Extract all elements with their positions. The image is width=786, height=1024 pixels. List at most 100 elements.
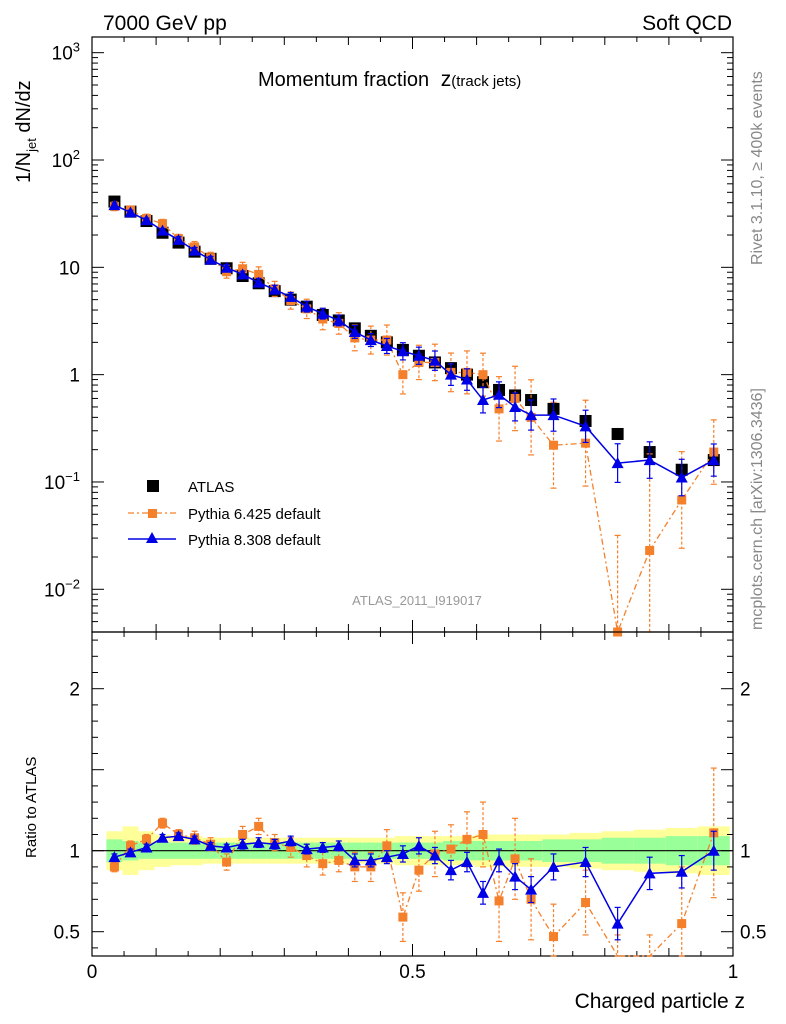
main-point-pythia8 — [220, 261, 233, 273]
ratio-point-pythia6 — [494, 896, 504, 906]
main-point-pythia8 — [547, 409, 560, 421]
main-point-pythia8 — [124, 206, 137, 218]
main-point-pythia8 — [611, 457, 624, 469]
ratio-point-pythia6 — [414, 865, 424, 875]
ratio-point-pythia6 — [141, 834, 151, 844]
ratio-point-pythia8 — [493, 854, 506, 866]
main-point-pythia8 — [525, 409, 538, 421]
main-point-pythia8 — [204, 253, 217, 265]
main-point-pythia6 — [645, 545, 655, 555]
ratio-point-pythia6 — [549, 932, 559, 942]
ratio-point-pythia6 — [581, 898, 591, 908]
ratio-y-tick-label-left: 1 — [69, 842, 80, 863]
ratio-point-pythia8 — [124, 846, 137, 858]
ratio-point-pythia8 — [252, 836, 265, 848]
main-point-pythia8 — [140, 214, 153, 226]
ratio-point-pythia8 — [156, 831, 169, 843]
ratio-point-pythia8 — [284, 834, 297, 846]
main-point-pythia8 — [332, 314, 345, 326]
main-y-tick-label: 1 — [69, 366, 80, 387]
ratio-y-tick-label-left: 2 — [69, 680, 80, 701]
ratio-point-pythia8 — [428, 849, 441, 861]
ratio-point-pythia6 — [254, 821, 264, 831]
main-point-pythia6 — [254, 269, 264, 279]
x-axis-label: Charged particle z — [575, 990, 745, 1013]
ratio-y-tick-label-right: 1 — [740, 842, 751, 863]
ratio-point-pythia6 — [334, 855, 344, 865]
main-point-pythia6 — [549, 440, 559, 450]
main-point-pythia6 — [677, 495, 687, 505]
x-tick-label: 0 — [87, 962, 98, 983]
legend: ATLAS Pythia 6.425 default Pythia 8.308 … — [128, 479, 321, 549]
legend-marker-atlas — [147, 480, 159, 492]
main-point-atlas — [477, 376, 490, 389]
ratio-frame — [91, 631, 734, 957]
ratio-point-pythia6 — [398, 912, 408, 922]
ratio-point-pythia8 — [172, 830, 185, 842]
main-point-pythia8 — [348, 325, 361, 337]
ratio-point-pythia6 — [109, 862, 119, 872]
main-point-pythia6 — [494, 404, 504, 414]
main-point-pythia8 — [316, 307, 329, 319]
analysis-label: ATLAS_2011_I919017 — [352, 593, 482, 608]
header-right: Soft QCD — [642, 12, 732, 35]
main-point-pythia8 — [252, 276, 265, 288]
main-title: Momentum fraction z(track jets) — [258, 68, 521, 91]
x-tick-label: 1 — [728, 962, 739, 983]
ratio-point-pythia8 — [268, 838, 281, 850]
ratio-panel: 0 0.5 10.5 0.51 12 2 — [54, 631, 766, 983]
ratio-point-pythia8 — [204, 839, 217, 851]
ratio-point-pythia6 — [158, 818, 168, 828]
ratio-point-pythia8 — [396, 847, 409, 859]
main-point-pythia8 — [268, 283, 281, 295]
main-point-pythia8 — [108, 199, 121, 211]
ratio-point-pythia6 — [222, 857, 232, 867]
mcplots-label: mcplots.cern.ch [arXiv:1306.3436] — [749, 388, 766, 630]
main-point-pythia6 — [478, 370, 488, 380]
main-point-pythia8 — [643, 454, 656, 466]
ratio-point-pythia8 — [412, 839, 425, 851]
main-point-pythia8 — [236, 268, 249, 280]
ratio-point-pythia8 — [477, 886, 490, 898]
ratio-point-pythia6 — [446, 844, 456, 854]
legend-label-atlas: ATLAS — [188, 479, 234, 496]
rivet-label: Rivet 3.1.10, ≥ 400k events — [749, 71, 766, 265]
ratio-point-pythia8 — [300, 843, 313, 855]
ratio-point-pythia6 — [510, 854, 520, 864]
ratio-point-pythia6 — [382, 841, 392, 851]
main-y-tick-label: 10 — [59, 258, 80, 279]
ratio-point-pythia8 — [220, 841, 233, 853]
ratio-point-pythia6 — [677, 919, 687, 929]
ratio-point-pythia6 — [302, 851, 312, 861]
main-point-pythia8 — [396, 345, 409, 357]
ratio-point-pythia6 — [478, 830, 488, 839]
ratio-point-pythia6 — [238, 830, 248, 839]
main-line-pythia6 — [114, 205, 715, 635]
ratio-point-pythia8 — [140, 841, 153, 853]
ratio-point-pythia8 — [364, 854, 377, 866]
ratio-y-tick-label-right: 2 — [740, 680, 751, 701]
ratio-point-pythia6 — [462, 834, 472, 844]
ratio-point-pythia6 — [286, 842, 296, 852]
main-y-tick-label: 10−1 — [44, 469, 80, 494]
ratio-ylabel: Ratio to ATLAS — [23, 757, 40, 858]
main-line-pythia8 — [114, 204, 715, 479]
legend-marker-pythia6 — [148, 509, 157, 518]
legend-label-pythia6: Pythia 6.425 default — [188, 506, 321, 523]
ratio-point-pythia8 — [643, 867, 656, 879]
ratio-point-pythia8 — [611, 917, 624, 929]
ratio-point-pythia8 — [509, 870, 522, 882]
ratio-point-pythia8 — [188, 833, 201, 845]
main-point-pythia8 — [477, 394, 490, 406]
main-point-pythia8 — [412, 349, 425, 361]
main-point-pythia8 — [675, 471, 688, 483]
main-point-atlas — [611, 427, 624, 440]
ratio-point-pythia8 — [525, 883, 538, 895]
ratio-point-pythia8 — [108, 851, 121, 863]
legend-label-pythia8: Pythia 8.308 default — [188, 532, 321, 549]
ratio-point-pythia8 — [380, 851, 393, 863]
main-point-pythia8 — [172, 233, 185, 245]
main-point-pythia8 — [493, 388, 506, 400]
main-ylabel: 1/Njet dN/dz — [13, 80, 39, 183]
